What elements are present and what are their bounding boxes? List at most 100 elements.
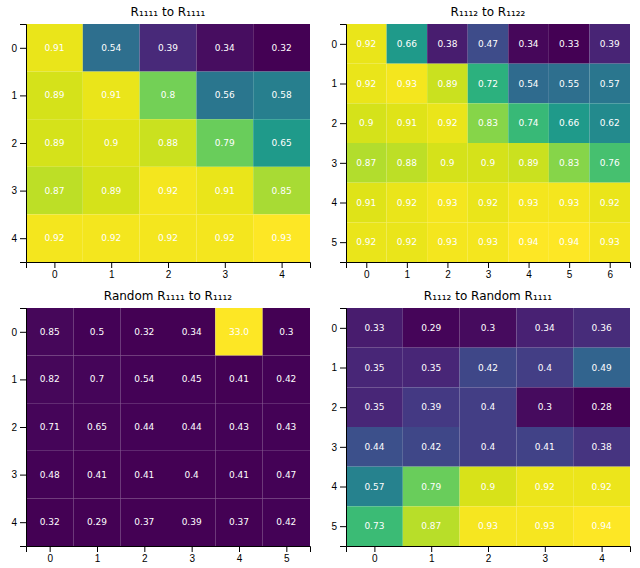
data-label: 0.9 <box>440 158 455 168</box>
y-tick-label: 5 <box>331 521 337 532</box>
x-tick-mark <box>54 262 55 268</box>
y-tick-label: 3 <box>11 185 17 196</box>
data-label: 0.66 <box>397 39 417 49</box>
data-label: 0.93 <box>600 237 620 247</box>
heatmap-cell <box>26 72 83 120</box>
data-label: 0.3 <box>538 402 552 412</box>
data-label: 0.93 <box>478 237 498 247</box>
y-tick-label: 2 <box>331 402 337 413</box>
x-tick-label: 1 <box>429 553 435 564</box>
heatmap-cell <box>26 451 73 499</box>
y-tick: 3 <box>331 158 346 169</box>
y-tick-mark <box>340 328 346 329</box>
heatmap-cell <box>573 387 630 427</box>
title: R₁₁₁₁ to R₁₁₁₁ <box>131 5 206 19</box>
x-tick-mark <box>239 546 240 552</box>
heatmap-cell <box>387 103 428 143</box>
data-label: 0.94 <box>592 521 612 531</box>
data-label: 0.93 <box>559 198 579 208</box>
data-label: 0.37 <box>229 517 249 527</box>
x-tick: 1 <box>429 546 435 564</box>
heatmap-cell <box>516 506 573 546</box>
data-label: 0.42 <box>421 442 441 452</box>
data-label: 0.45 <box>182 374 202 384</box>
heatmap-cell <box>253 214 310 262</box>
y-tick: 0 <box>11 327 26 338</box>
data-label: 0.38 <box>437 39 457 49</box>
x-tick-mark <box>407 262 408 268</box>
data-label: 0.89 <box>101 186 121 196</box>
x-tick-label: 3 <box>189 553 195 564</box>
y-tick: 4 <box>11 517 26 528</box>
figure: 0.910.540.390.340.320.890.910.80.560.580… <box>0 0 640 568</box>
y-tick: 3 <box>11 185 26 196</box>
data-label: 0.83 <box>478 118 498 128</box>
data-label: 0.82 <box>40 374 60 384</box>
x-tick-mark <box>545 546 546 552</box>
data-label: 0.91 <box>397 118 417 128</box>
heatmap-cell <box>121 451 168 499</box>
y-tick-mark <box>340 487 346 488</box>
heatmap-cell <box>589 222 630 262</box>
y-tick-label: 2 <box>11 422 17 433</box>
y-tick: 2 <box>331 402 346 413</box>
y-tick-label: 0 <box>331 39 337 50</box>
heatmap-cell <box>215 356 262 404</box>
heatmap-cell <box>346 24 387 64</box>
data-label: 0.92 <box>592 482 612 492</box>
heatmap-cell <box>26 167 83 215</box>
data-label: 0.87 <box>44 186 64 196</box>
heatmap-cell <box>403 467 460 507</box>
heatmap-cell <box>403 308 460 348</box>
heatmap-cell <box>589 103 630 143</box>
x-axis-line <box>347 263 631 269</box>
data-label: 0.9 <box>481 158 496 168</box>
y-tick-label: 3 <box>11 469 17 480</box>
data-label: 0.92 <box>356 39 376 49</box>
data-label: 0.89 <box>44 90 64 100</box>
data-label: 0.92 <box>437 118 457 128</box>
x-tick-mark <box>431 546 432 552</box>
y-tick-label: 3 <box>331 442 337 453</box>
data-label: 0.93 <box>272 233 292 243</box>
data-label: 0.92 <box>215 233 235 243</box>
data-label: 0.39 <box>158 43 178 53</box>
x-axis: 0123456 <box>347 262 631 280</box>
y-tick-mark <box>340 44 346 45</box>
data-label: 0.34 <box>182 327 202 337</box>
x-tick-mark <box>192 546 193 552</box>
data-label: 0.9 <box>481 482 496 492</box>
data-label: 0.54 <box>101 43 121 53</box>
x-tick-mark <box>529 262 530 268</box>
data-label: 0.92 <box>158 186 178 196</box>
heatmap-cell <box>346 506 403 546</box>
y-tick-label: 5 <box>331 237 337 248</box>
y-tick: 2 <box>331 118 346 129</box>
heatmap-cell <box>573 308 630 348</box>
data-label: 0.92 <box>397 237 417 247</box>
x-tick-label: 4 <box>279 269 285 280</box>
y-tick: 4 <box>11 233 26 244</box>
data-label: 0.62 <box>600 118 620 128</box>
heatmap-cell <box>460 506 517 546</box>
data-label: 0.33 <box>364 323 384 333</box>
x-tick-mark <box>366 262 367 268</box>
heatmap-cell <box>427 103 468 143</box>
x-tick-label: 4 <box>526 269 532 280</box>
heatmap-cell <box>403 506 460 546</box>
data-label: 0.35 <box>364 402 384 412</box>
data-label: 0.29 <box>87 517 107 527</box>
data-label: 0.85 <box>272 186 292 196</box>
heatmap-cell <box>73 403 120 451</box>
y-tick-mark <box>340 526 346 527</box>
heatmap-cell <box>83 167 140 215</box>
x-tick-label: 2 <box>445 269 451 280</box>
heatmap-cell <box>346 103 387 143</box>
heatmap-cell <box>121 308 168 356</box>
x-tick-mark <box>111 262 112 268</box>
y-tick-mark <box>20 379 26 380</box>
heatmap-cell <box>508 24 549 64</box>
data-label: 0.94 <box>559 237 579 247</box>
y-tick-label: 0 <box>331 323 337 334</box>
heatmap-cell <box>549 143 590 183</box>
